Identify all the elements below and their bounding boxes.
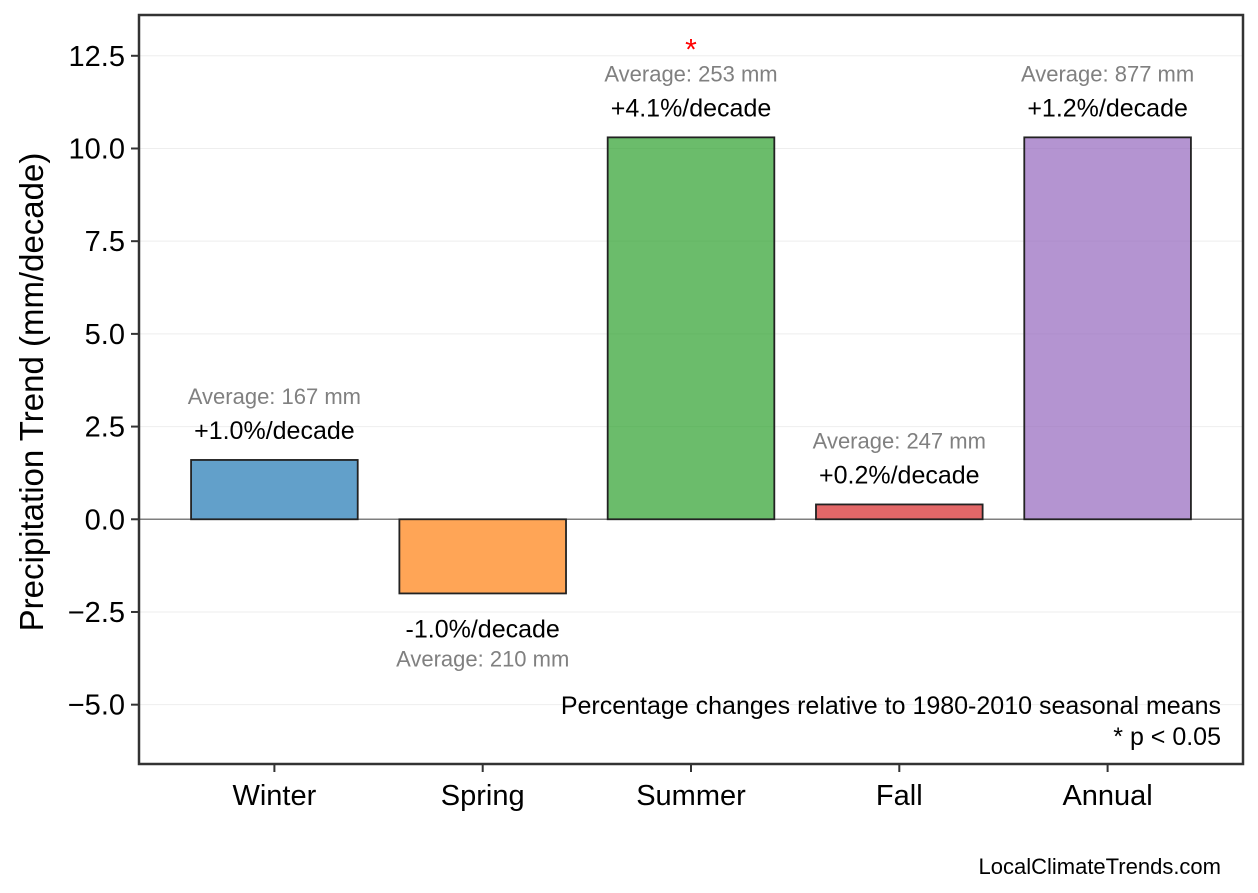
x-tick-label: Summer [636, 780, 746, 812]
bar-annual [1023, 136, 1192, 521]
x-axis: Winter Spring Summer Fall Annual [232, 764, 1153, 812]
average-label: Average: 253 mm [604, 61, 777, 86]
average-label: Average: 247 mm [813, 428, 986, 453]
note-significance: * p < 0.05 [1113, 723, 1221, 751]
x-tick-label: Fall [876, 780, 923, 812]
average-label: Average: 167 mm [188, 384, 361, 409]
y-tick-label: 2.5 [85, 412, 125, 444]
bar-winter [190, 459, 359, 521]
y-tick-label: 5.0 [85, 319, 125, 351]
percent-change-label: +4.1%/decade [611, 94, 772, 122]
x-tick-label: Annual [1062, 780, 1152, 812]
y-tick-label: −2.5 [68, 597, 125, 629]
bar-summer [606, 136, 776, 521]
note-percentage-basis: Percentage changes relative to 1980-2010… [561, 692, 1221, 720]
bars [190, 136, 1192, 595]
y-axis: −5.0 −2.5 0.0 2.5 5.0 7.5 10.0 12.5 [68, 41, 139, 722]
bar-spring [398, 518, 567, 595]
y-tick-label: 12.5 [69, 41, 125, 73]
significance-marker: * [685, 33, 697, 66]
y-tick-label: −5.0 [68, 690, 125, 722]
percent-change-label: +0.2%/decade [819, 461, 980, 489]
y-tick-label: 0.0 [85, 504, 125, 536]
y-axis-label: Precipitation Trend (mm/decade) [13, 153, 50, 632]
percent-change-label: +1.0%/decade [194, 417, 355, 445]
source-credit: LocalClimateTrends.com [979, 854, 1222, 879]
bar-labels: +1.0%/decade Average: 167 mm -1.0%/decade A… [188, 33, 1194, 671]
x-tick-label: Winter [232, 780, 316, 812]
percent-change-label: +1.2%/decade [1027, 94, 1188, 122]
y-tick-label: 10.0 [69, 133, 125, 165]
average-label: Average: 210 mm [396, 646, 569, 671]
percent-change-label: -1.0%/decade [406, 615, 560, 643]
x-tick-label: Spring [441, 780, 525, 812]
bar-fall [815, 503, 984, 521]
average-label: Average: 877 mm [1021, 61, 1194, 86]
y-tick-label: 7.5 [85, 226, 125, 258]
